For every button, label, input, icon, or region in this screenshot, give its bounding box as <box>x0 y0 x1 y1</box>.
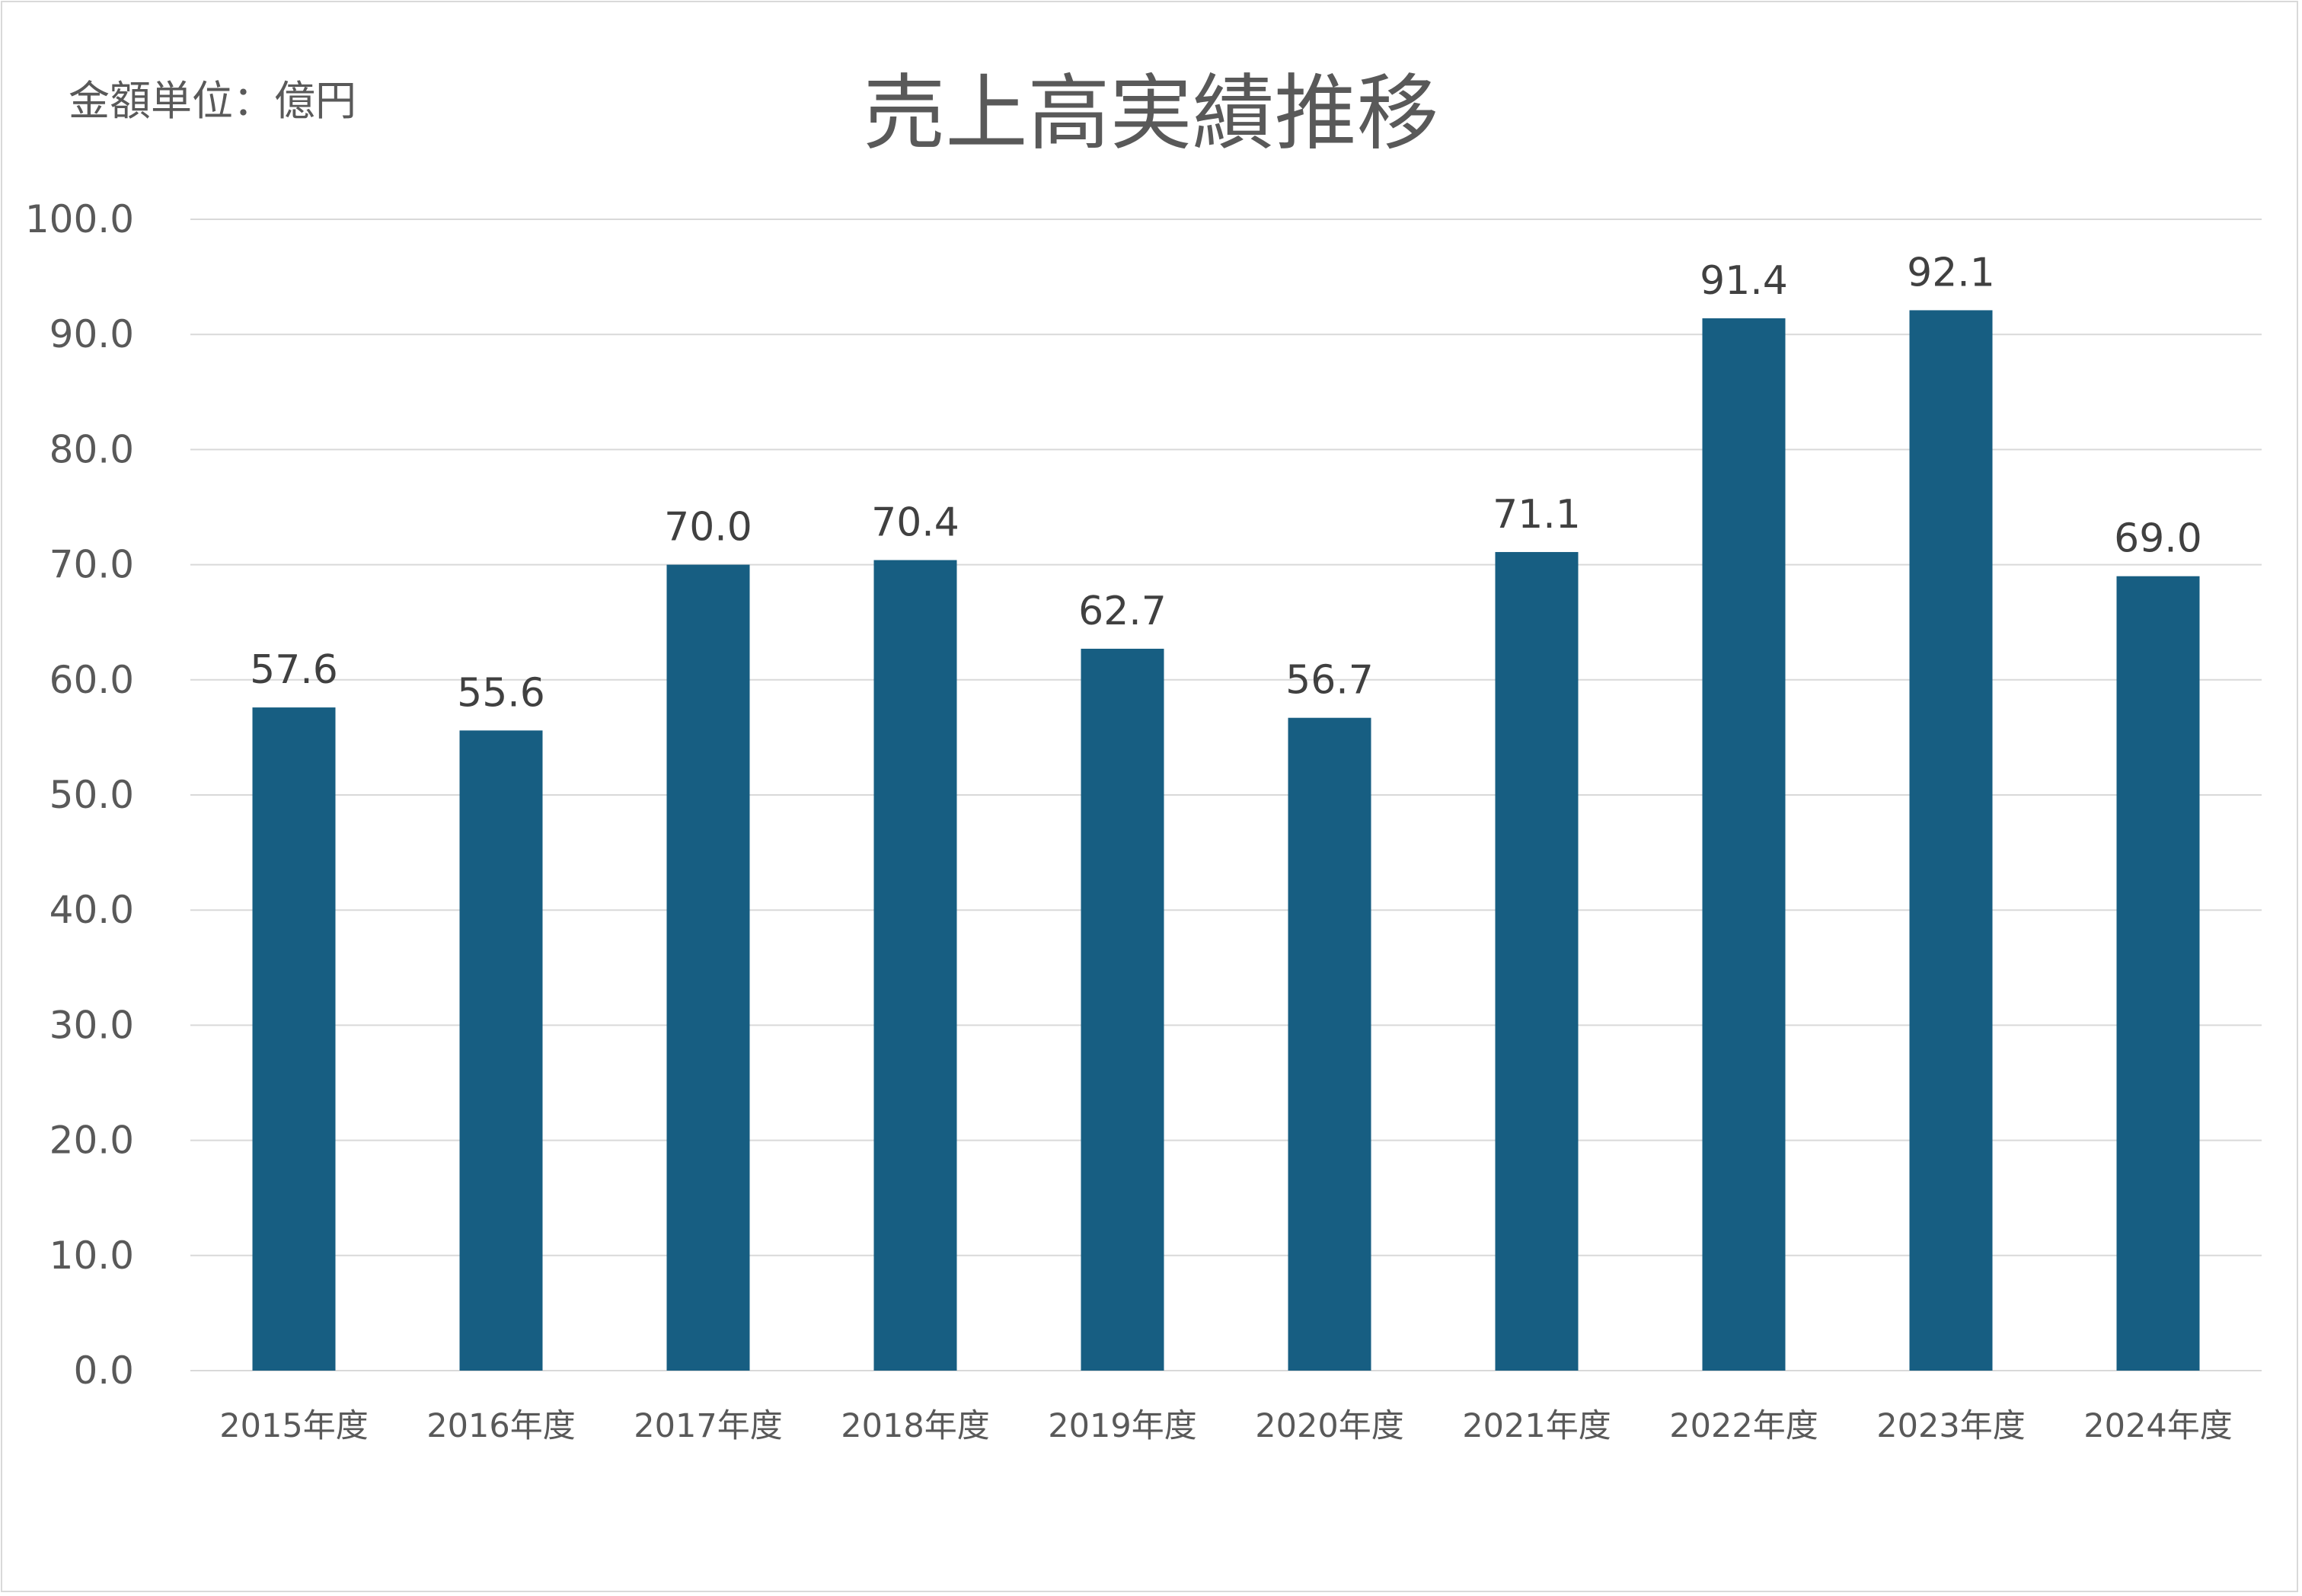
y-tick-label: 80.0 <box>49 427 134 471</box>
x-tick-label: 2023年度 <box>1876 1407 2025 1445</box>
y-tick-label: 10.0 <box>49 1234 134 1278</box>
bar <box>1288 717 1371 1371</box>
x-tick-label: 2015年度 <box>219 1407 368 1445</box>
data-label: 62.7 <box>1078 589 1167 634</box>
x-tick-label: 2018年度 <box>841 1407 989 1445</box>
bar <box>2116 576 2200 1371</box>
x-tick-label: 2022年度 <box>1669 1407 1818 1445</box>
bar <box>1495 551 1579 1371</box>
bar <box>1081 648 1164 1371</box>
data-label: 92.1 <box>1907 250 1995 295</box>
unit-label: 金額単位：億円 <box>69 77 356 125</box>
data-label: 56.7 <box>1285 658 1374 704</box>
x-tick-label: 2017年度 <box>634 1407 782 1445</box>
x-tick-label: 2019年度 <box>1048 1407 1196 1445</box>
data-label: 70.4 <box>871 500 959 546</box>
y-tick-label: 0.0 <box>73 1349 134 1393</box>
chart-title: 売上高実績推移 <box>863 66 1439 161</box>
x-tick-label: 2020年度 <box>1255 1407 1403 1445</box>
y-tick-label: 90.0 <box>49 312 134 356</box>
x-axis-ticks: 2015年度 2016年度 2017年度 2018年度 2019年度 2020年度 2021… <box>219 1407 2232 1445</box>
y-axis-ticks: 0.0 10.0 20.0 30.0 40.0 50.0 60.0 70.0 80.0 90.0 1… <box>25 197 134 1393</box>
y-tick-label: 20.0 <box>49 1119 134 1163</box>
bar <box>666 564 750 1371</box>
y-tick-label: 100.0 <box>25 197 134 241</box>
bars <box>252 310 2200 1371</box>
bar <box>459 730 543 1371</box>
data-label: 91.4 <box>1700 258 1788 304</box>
y-tick-label: 50.0 <box>49 773 134 817</box>
data-label: 57.6 <box>250 647 338 693</box>
data-label: 71.1 <box>1493 492 1581 538</box>
y-tick-label: 70.0 <box>49 543 134 587</box>
bar <box>252 707 336 1371</box>
data-label: 69.0 <box>2114 516 2202 562</box>
bar <box>873 560 957 1371</box>
y-tick-label: 40.0 <box>49 888 134 932</box>
data-label: 55.6 <box>457 670 545 716</box>
bar <box>1702 318 1786 1371</box>
x-tick-label: 2021年度 <box>1462 1407 1611 1445</box>
x-tick-label: 2016年度 <box>426 1407 575 1445</box>
y-tick-label: 30.0 <box>49 1003 134 1047</box>
bar <box>1909 310 1993 1371</box>
data-labels: 57.6 55.6 70.0 70.4 62.7 56.7 71.1 91.4 92.1 69.0 <box>250 250 2202 716</box>
y-tick-label: 60.0 <box>49 658 134 702</box>
data-label: 70.0 <box>664 505 752 551</box>
x-tick-label: 2024年度 <box>2083 1407 2232 1445</box>
